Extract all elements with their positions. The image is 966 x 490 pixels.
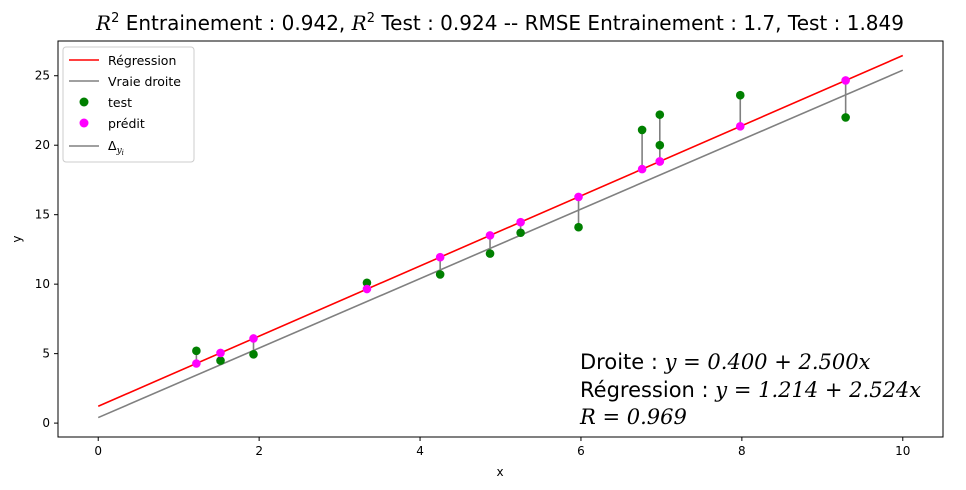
predicted-point — [655, 157, 665, 166]
true-line — [97, 69, 904, 419]
predicted-point — [216, 348, 225, 358]
x-tick-label: 2 — [255, 444, 263, 458]
legend-label-residuals: Δyi — [108, 138, 124, 157]
predicted-point — [735, 122, 745, 131]
test-point — [655, 140, 665, 150]
predicted-point — [574, 192, 583, 202]
predicted-point — [485, 231, 495, 240]
test-point — [362, 278, 372, 288]
test-point — [637, 125, 647, 135]
x-tick-label: 8 — [738, 444, 746, 458]
predicted-point — [637, 164, 647, 174]
y-tick-label: 25 — [35, 69, 50, 83]
x-tick-label: 4 — [416, 444, 424, 458]
test-point — [516, 228, 525, 238]
test-point — [841, 113, 850, 122]
predicted-point — [192, 359, 201, 368]
y-tick-label: 10 — [35, 277, 50, 291]
predicted-point — [516, 217, 525, 227]
predicted-point — [362, 284, 372, 294]
test-point — [192, 346, 201, 356]
test-point — [435, 270, 445, 279]
y-tick-label: 0 — [42, 416, 50, 430]
legend-label-test: test — [108, 95, 132, 110]
test-point — [485, 249, 495, 258]
legend-swatch-test — [79, 97, 89, 107]
y-tick-label: 15 — [35, 208, 50, 222]
legend-label-true-line: Vraie droite — [108, 74, 181, 89]
predicted-point — [249, 334, 258, 343]
test-point — [655, 110, 665, 119]
legend-label-predicted: prédit — [108, 116, 145, 131]
x-tick-label: 6 — [577, 444, 585, 458]
annotation-line-true: Droite : y = 0.400 + 2.500x — [580, 350, 871, 374]
legend-swatch-predicted — [79, 118, 89, 128]
plot-layer — [97, 54, 904, 419]
y-axis-label: y — [10, 235, 24, 242]
predicted-point — [841, 76, 850, 85]
y-tick-label: 5 — [42, 347, 50, 361]
x-axis-ticks: 0 2 4 6 8 10 — [94, 437, 910, 458]
legend: Régression Vraie droite test prédit Δyi — [62, 46, 195, 163]
test-point — [735, 90, 745, 100]
legend-box — [62, 46, 195, 163]
x-tick-label: 0 — [94, 444, 102, 458]
annotation-line-regression: Régression : y = 1.214 + 2.524x — [580, 378, 921, 402]
predicted-point — [435, 252, 445, 262]
plot-frame — [57, 40, 944, 438]
chart-title: R2 Entrainement : 0.942, R2 Test : 0.924… — [95, 11, 904, 35]
y-tick-label: 20 — [35, 138, 50, 152]
x-tick-label: 10 — [895, 444, 910, 458]
y-axis-ticks: 0 5 10 15 20 25 — [35, 69, 58, 430]
regression-line — [97, 54, 904, 407]
x-axis-label: x — [496, 465, 503, 479]
legend-label-regression: Régression — [108, 53, 176, 68]
equation-annotation: Droite : y = 0.400 + 2.500x Régression :… — [579, 350, 921, 429]
test-point — [249, 350, 258, 359]
test-point — [216, 356, 225, 365]
test-point — [574, 222, 583, 232]
annotation-line-r: R = 0.969 — [579, 405, 687, 429]
